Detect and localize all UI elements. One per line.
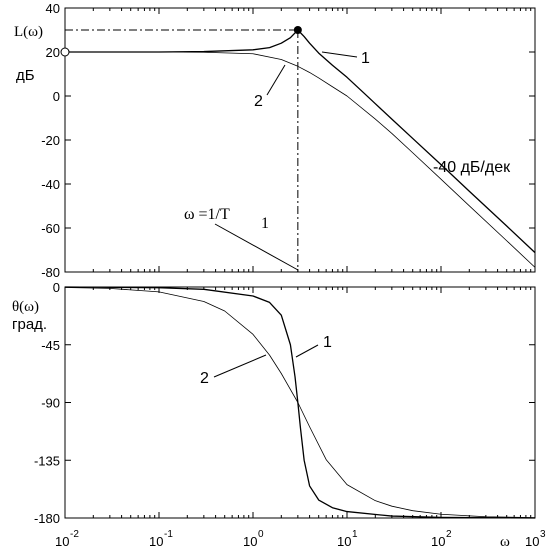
phase-plot-frame [64,286,536,519]
magnitude-chart: 40 20 0 -20 -40 -60 -80 L(ω) дБ 1 2 -40 дБ/дек… [14,1,536,280]
phase-x-tick-exponent: -2 [70,529,79,540]
phase-series-1-line [64,286,536,519]
phase-x-tick-exponent: 2 [446,529,452,540]
magnitude-y-tick-label: 20 [46,45,60,60]
magnitude-y-label: L(ω) [14,24,43,40]
phase-series-2-label: 2 [200,370,209,387]
magnitude-y-tick-label: -80 [41,265,60,280]
phase-y-tick-label: -180 [34,511,60,526]
phase-x-tick-label: 10 [525,534,539,549]
phase-y-label: θ(ω) [12,299,39,315]
phase-x-tick-label: 10 [149,534,163,549]
phase-y-tick-label: -45 [41,338,60,353]
phase-chart: 0-45-90-135-180 θ(ω) град. 1 2 10 -2 10 -1 1… [12,280,546,550]
phase-x-tick-exponent: 1 [352,529,358,540]
magnitude-plot-frame [64,7,536,273]
magnitude-series-1-pointer [321,51,358,58]
magnitude-y-tick-label: 40 [46,1,60,16]
magnitude-series-1-label: 1 [361,50,370,67]
phase-y-tick-label: -135 [34,453,60,468]
phase-series-1-label: 1 [323,334,332,351]
slope-annotation: -40 дБ/дек [433,159,511,176]
phase-x-tick-label: 10 [243,534,257,549]
magnitude-y-tick-label: 0 [53,89,60,104]
peak-point-marker [293,26,302,34]
phase-x-tick-label: 10 [55,534,69,549]
magnitude-series-2-line [65,51,536,268]
phase-y-tick-label: 0 [53,280,60,295]
phase-x-tick-exponent: 0 [258,529,264,540]
magnitude-y-tick-label: -20 [41,133,60,148]
omega-annotation: ω =1/T [184,206,230,223]
phase-series-2-pointer [213,354,267,378]
phase-series-2-line [64,287,536,519]
phase-y-tick-label: -90 [41,396,60,411]
magnitude-series-2-label: 2 [254,93,263,110]
phase-x-tick-label: 10 [337,534,351,549]
magnitude-series-1-line [65,29,536,254]
phase-x-tick-label: 10 [431,534,445,549]
phase-x-tick-exponent: 3 [540,529,546,540]
omega-annotation-subscript: 1 [261,215,269,232]
omega-annotation-pointer [214,223,299,271]
magnitude-series-2-pointer [266,64,286,96]
phase-x-label: ω [500,534,510,550]
phase-y-unit: град. [12,316,47,333]
magnitude-y-tick-label: -40 [41,177,60,192]
phase-series-1-pointer [295,344,319,358]
phase-x-tick-exponent: -1 [164,529,173,540]
magnitude-y-tick-label: -60 [41,221,60,236]
magnitude-y-unit: дБ [16,67,35,84]
origin-point-marker [60,47,70,57]
